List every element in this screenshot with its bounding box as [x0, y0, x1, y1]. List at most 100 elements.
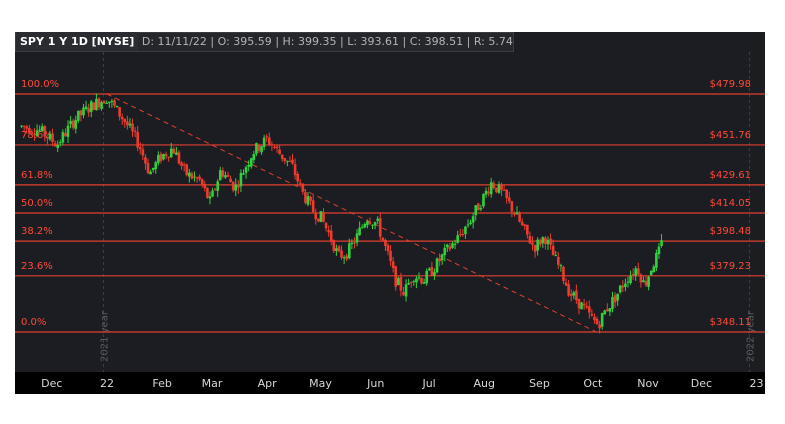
candle-body — [515, 212, 519, 215]
candle-body — [157, 155, 160, 163]
candle-body — [567, 284, 570, 296]
candle-body — [497, 184, 501, 193]
sep-1: | — [210, 35, 215, 48]
fib-level-price: $414.05 — [710, 198, 751, 209]
x-axis-tick-label: Sep — [529, 377, 550, 390]
candle-body — [394, 266, 398, 287]
candle-body — [420, 277, 423, 284]
candle-body — [397, 278, 400, 286]
candle-body — [371, 224, 374, 226]
x-axis-tick-label: Dec — [691, 377, 712, 390]
candle-body — [175, 152, 178, 155]
candle-body — [585, 306, 588, 308]
fib-level-percent: 50.0% — [21, 198, 53, 209]
high-label: H: 399.35 — [282, 35, 337, 48]
candle-body — [477, 203, 480, 211]
candle-body — [200, 179, 204, 186]
candle-body — [43, 126, 47, 137]
candle-body — [172, 148, 176, 154]
fib-level-price: $451.76 — [710, 130, 751, 141]
candle-body — [273, 146, 276, 148]
candle-body — [378, 218, 382, 237]
candle-body — [105, 102, 109, 104]
candle-body — [115, 106, 119, 108]
candle-body — [376, 218, 379, 221]
candle-body — [74, 119, 78, 129]
candle-body — [407, 283, 410, 285]
candle-body — [221, 170, 225, 177]
candle-body — [306, 196, 310, 205]
candle-body — [451, 243, 454, 248]
candle-body — [417, 277, 421, 279]
candle-body — [203, 183, 207, 189]
year-marker-label: 2022 year — [745, 310, 756, 362]
x-axis-tick-label: Nov — [637, 377, 659, 390]
candle-body — [301, 183, 305, 192]
candle-body — [180, 162, 183, 166]
candle-body — [559, 265, 563, 267]
candle-body — [198, 176, 201, 180]
candle-body — [340, 250, 343, 258]
candle-body — [206, 187, 209, 198]
header-box: SPY 1 Y 1D [NYSE] D: 11/11/22 | O: 395.5… — [15, 32, 514, 52]
candle-body — [549, 238, 552, 245]
candle-body — [293, 164, 297, 176]
candle-body — [149, 171, 152, 175]
candle-body — [484, 190, 488, 195]
candle-body — [234, 184, 238, 191]
trend-line[interactable] — [106, 93, 597, 333]
candle-body — [317, 218, 320, 222]
candle-body — [185, 164, 189, 176]
candle-body — [464, 226, 467, 235]
candle-body — [433, 272, 436, 276]
candle-body — [613, 295, 617, 303]
candle-body — [360, 226, 364, 228]
candle-body — [350, 242, 354, 244]
candle-body — [557, 256, 560, 265]
candle-body — [298, 182, 302, 184]
candle-body — [237, 185, 240, 188]
x-axis-tick-label: May — [309, 377, 332, 390]
candle-body — [252, 154, 256, 160]
candle-body — [487, 191, 490, 194]
candle-body — [71, 120, 75, 128]
date-label: D: 11/11/22 — [141, 35, 207, 48]
candle-body — [58, 142, 62, 144]
candle-body — [46, 137, 49, 139]
candle-body — [492, 183, 496, 189]
candle-body — [247, 164, 250, 167]
candle-body — [603, 310, 607, 315]
candle-body — [64, 132, 67, 137]
candle-body — [95, 98, 98, 110]
candle-body — [304, 192, 307, 203]
candle-body — [639, 274, 643, 283]
candle-body — [510, 201, 514, 212]
candle-body — [593, 316, 596, 321]
candle-body — [56, 144, 60, 148]
candle-body — [337, 246, 341, 252]
candle-body — [412, 281, 416, 283]
candle-body — [311, 200, 315, 213]
candle-body — [637, 268, 640, 275]
candle-body — [216, 181, 219, 191]
candle-body — [66, 125, 70, 137]
candle-body — [120, 116, 124, 120]
candle-body — [471, 216, 475, 223]
symbol-label[interactable]: SPY 1 Y 1D [NYSE] — [16, 32, 139, 51]
x-axis-band — [15, 372, 765, 394]
candle-body — [218, 170, 222, 181]
candle-body — [87, 108, 90, 113]
candle-body — [389, 250, 392, 262]
candle-body — [324, 222, 328, 229]
candle-body — [126, 121, 129, 126]
candle-body — [270, 144, 274, 146]
x-axis-tick-label: Mar — [202, 377, 223, 390]
candle-body — [38, 129, 41, 131]
candle-body — [110, 101, 114, 103]
candle-body — [575, 290, 578, 301]
candle-body — [82, 107, 85, 116]
candle-body — [108, 101, 111, 104]
range-label: R: 5.74 — [473, 35, 513, 48]
candle-body — [587, 306, 591, 313]
